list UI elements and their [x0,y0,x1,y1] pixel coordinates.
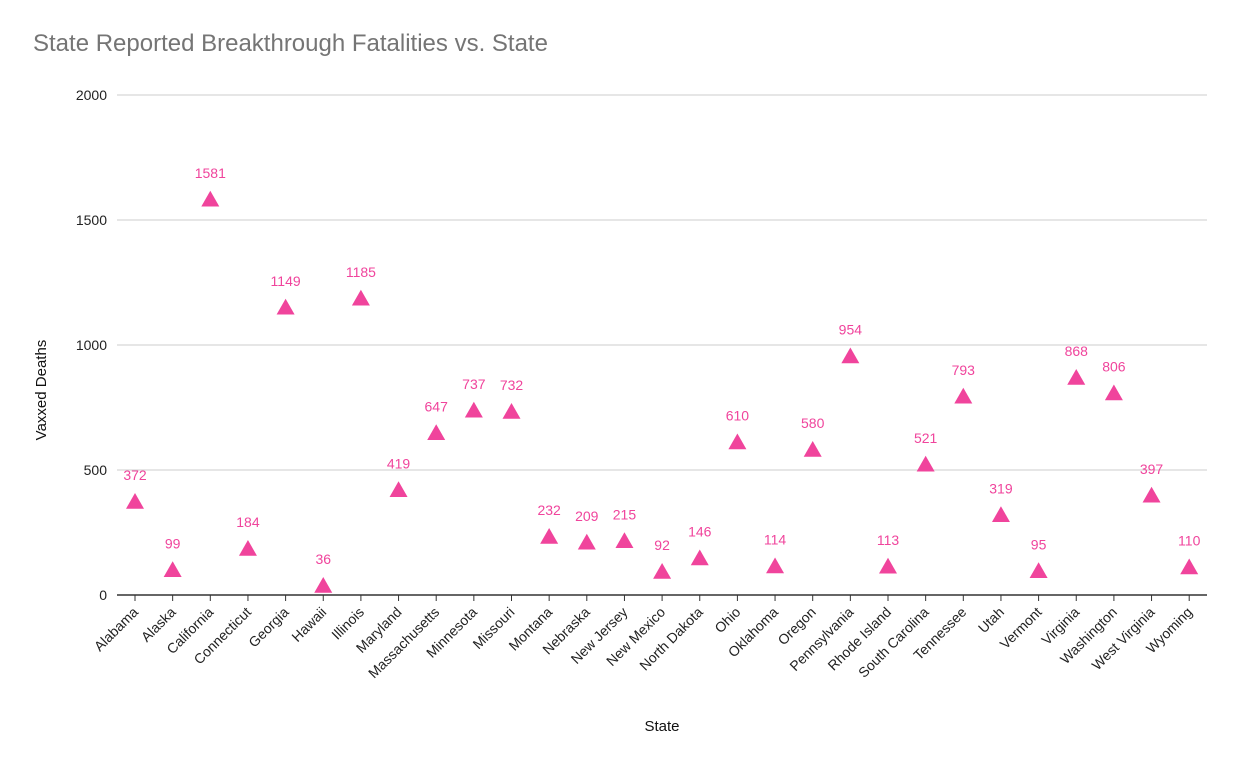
data-label: 92 [654,537,670,553]
data-point [766,557,785,574]
data-point [1067,369,1086,385]
data-label: 521 [914,430,938,446]
data-label: 99 [165,535,181,551]
y-tick-label: 0 [99,587,107,603]
chart-title: State Reported Breakthrough Fatalities v… [33,30,548,57]
data-point [615,532,634,548]
data-label: 95 [1031,536,1047,552]
x-tick-label: Georgia [245,604,292,651]
data-point [540,528,559,544]
data-label: 113 [877,532,900,548]
data-point [991,506,1010,522]
data-point [126,493,144,509]
data-point [577,533,596,550]
data-points [126,190,1199,593]
data-point [276,298,295,315]
data-label: 1149 [271,273,301,289]
x-axis-title: State [644,718,679,735]
data-label: 737 [462,376,486,392]
data-point [314,577,333,593]
data-label: 114 [764,532,787,548]
data-label: 419 [387,455,411,471]
data-point [1029,562,1048,578]
x-tick-label: Utah [975,604,1007,636]
data-label: 215 [613,506,637,522]
data-label: 36 [315,551,331,567]
data-point [464,401,483,418]
data-point [916,455,935,472]
y-tick-label: 1500 [76,212,107,228]
data-point [653,563,672,579]
data-label: 610 [726,408,750,424]
data-point [351,289,370,306]
x-tick-label: Hawaii [288,604,329,645]
y-axis-ticks: 0 500 1000 1500 2000 [76,87,107,603]
data-labels: 372 99 1581 184 1149 36 1185 419 647 737 732 232 209… [123,165,1200,567]
data-label: 793 [952,362,976,378]
data-point [690,549,709,566]
data-point [728,433,747,450]
data-label: 647 [425,398,449,414]
x-tick-label: Ohio [711,604,743,636]
data-point [389,481,408,497]
data-point [803,441,822,457]
data-label: 580 [801,415,825,431]
data-point [1142,486,1161,503]
data-label: 209 [575,508,599,524]
data-label: 954 [839,322,863,338]
data-point [1180,558,1199,575]
data-point [879,557,897,574]
y-tick-label: 1000 [76,337,107,353]
data-point [201,190,220,207]
data-point [163,561,182,577]
data-label: 397 [1140,461,1164,477]
data-point [1104,384,1123,401]
data-label: 146 [688,524,712,540]
data-point [238,540,257,556]
x-tick-label: Vermont [997,604,1045,652]
data-label: 110 [1178,533,1201,549]
data-label: 1185 [346,264,376,280]
x-tick-label: Alabama [91,604,142,655]
data-point [427,424,446,440]
data-label: 184 [236,514,260,530]
data-label: 806 [1102,359,1126,375]
y-tick-label: 500 [84,462,108,478]
y-tick-label: 2000 [76,87,107,103]
data-label: 868 [1065,343,1089,359]
data-point [502,403,521,419]
data-label: 732 [500,377,524,393]
data-label: 319 [989,480,1013,496]
gridlines [117,94,1207,471]
data-point [841,347,860,364]
x-axis-ticks: AlabamaAlaskaCaliforniaConnecticutGeorgi… [91,595,1195,681]
data-label: 1581 [195,165,226,181]
data-label: 372 [123,467,147,483]
y-axis-title: Vaxxed Deaths [33,340,50,441]
data-point [954,387,973,404]
data-label: 232 [537,502,561,518]
